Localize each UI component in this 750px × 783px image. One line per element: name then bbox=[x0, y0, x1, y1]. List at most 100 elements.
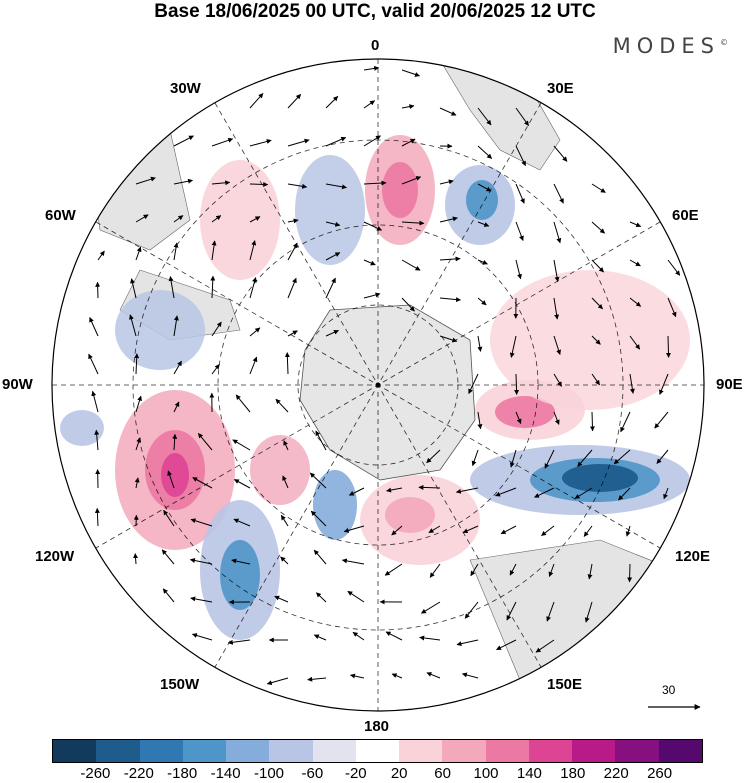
wind-vector bbox=[363, 100, 376, 109]
wind-vector bbox=[275, 398, 289, 413]
wind-vector bbox=[91, 390, 99, 413]
wind-vector bbox=[439, 256, 461, 262]
colorbar-tick-label: 140 bbox=[516, 765, 542, 782]
wind-vector bbox=[341, 558, 365, 565]
wind-vector bbox=[656, 449, 669, 464]
wind-vector bbox=[287, 277, 297, 299]
wind-vector bbox=[211, 180, 231, 186]
wind-vector bbox=[591, 297, 603, 310]
colorbar-tick-label: -140 bbox=[210, 765, 241, 782]
colorbar-swatch bbox=[528, 740, 573, 762]
wind-vector bbox=[231, 558, 251, 565]
wind-vector bbox=[315, 430, 327, 451]
wind-vector bbox=[553, 411, 560, 425]
lon-label-60w: 60W bbox=[45, 207, 76, 224]
wind-vector bbox=[94, 507, 100, 527]
wind-vector bbox=[384, 563, 403, 576]
colorbar-tick-label: -100 bbox=[253, 765, 285, 782]
wind-vector bbox=[553, 373, 563, 387]
wind-vector bbox=[629, 373, 635, 394]
wind-vector bbox=[426, 672, 441, 679]
wind-vector bbox=[363, 135, 381, 147]
wind-vector bbox=[470, 563, 479, 577]
wind-vector bbox=[654, 411, 669, 429]
wind-vector bbox=[553, 259, 560, 282]
wind-vector bbox=[325, 252, 341, 261]
colorbar-tick-label: 20 bbox=[390, 765, 408, 782]
wind-vector bbox=[135, 176, 156, 185]
wind-vector bbox=[401, 220, 425, 226]
wind-vector bbox=[587, 563, 593, 580]
wind-vector bbox=[211, 240, 217, 261]
wind-vector bbox=[133, 553, 139, 565]
wind-vector bbox=[477, 259, 488, 265]
wind-vector bbox=[310, 510, 327, 527]
wind-vector bbox=[89, 317, 99, 337]
wind-vector bbox=[135, 437, 142, 451]
wind-vector bbox=[477, 221, 490, 227]
wind-vector bbox=[135, 395, 142, 413]
wind-vector bbox=[168, 276, 175, 299]
wind-vector bbox=[325, 329, 339, 337]
wind-vector bbox=[584, 601, 593, 623]
lon-label-30e: 30E bbox=[547, 80, 574, 97]
wind-vector bbox=[363, 221, 383, 231]
wind-vector bbox=[495, 487, 517, 497]
wind-vector bbox=[211, 364, 220, 375]
wind-vector bbox=[391, 525, 403, 536]
wind-vector bbox=[515, 183, 525, 204]
wind-vector bbox=[161, 549, 175, 565]
wind-vector bbox=[420, 601, 441, 614]
colorbar bbox=[52, 739, 703, 763]
wind-vector bbox=[363, 65, 380, 71]
lon-label-180: 180 bbox=[364, 718, 390, 735]
wind-vector bbox=[613, 449, 631, 465]
wind-vector bbox=[515, 259, 522, 280]
wind-vector bbox=[287, 138, 310, 147]
wind-vector bbox=[618, 487, 631, 501]
wind-vector bbox=[629, 221, 642, 228]
wind-vector bbox=[210, 275, 216, 299]
wind-vector bbox=[471, 449, 479, 467]
wind-vector bbox=[386, 487, 403, 493]
wind-vector bbox=[477, 107, 492, 126]
colorbar-swatch bbox=[572, 740, 616, 762]
wind-vector bbox=[363, 180, 387, 186]
wind-vector bbox=[350, 673, 365, 679]
wind-vector bbox=[173, 401, 180, 413]
wind-vector bbox=[577, 449, 593, 467]
wind-vector bbox=[625, 525, 631, 537]
wind-vector bbox=[283, 440, 289, 451]
wind-vector bbox=[553, 221, 562, 244]
wind-vector bbox=[313, 549, 327, 565]
wind-vector bbox=[515, 221, 524, 241]
colorbar-swatch bbox=[53, 740, 97, 762]
colorbar-tick-label: -20 bbox=[344, 765, 367, 782]
wind-vector bbox=[135, 246, 142, 261]
wind-vector bbox=[667, 259, 681, 276]
wind-vector bbox=[535, 639, 555, 653]
wind-vector bbox=[249, 216, 261, 223]
colorbar-swatch bbox=[442, 740, 486, 762]
wind-vector bbox=[227, 639, 251, 645]
wind-vector bbox=[325, 277, 336, 299]
wind-vector bbox=[233, 479, 251, 489]
wind-vector bbox=[464, 601, 479, 619]
wind-vector bbox=[553, 145, 568, 162]
wind-vector bbox=[591, 259, 604, 273]
wind-vector bbox=[385, 631, 403, 641]
wind-vector bbox=[363, 259, 376, 266]
wind-vector bbox=[456, 639, 479, 647]
colorbar-swatch bbox=[658, 740, 702, 762]
wind-vector bbox=[95, 281, 101, 299]
wind-vector bbox=[211, 215, 222, 223]
wind-vector bbox=[282, 475, 289, 489]
wind-vector bbox=[274, 595, 289, 603]
wind-vector bbox=[162, 588, 175, 603]
lon-label-150e: 150E bbox=[547, 676, 583, 693]
lon-label-120e: 120E bbox=[675, 548, 711, 565]
wind-vector bbox=[391, 673, 403, 679]
wind-vector bbox=[665, 335, 671, 358]
wind-vector bbox=[574, 487, 593, 499]
wind-vector bbox=[280, 556, 289, 565]
